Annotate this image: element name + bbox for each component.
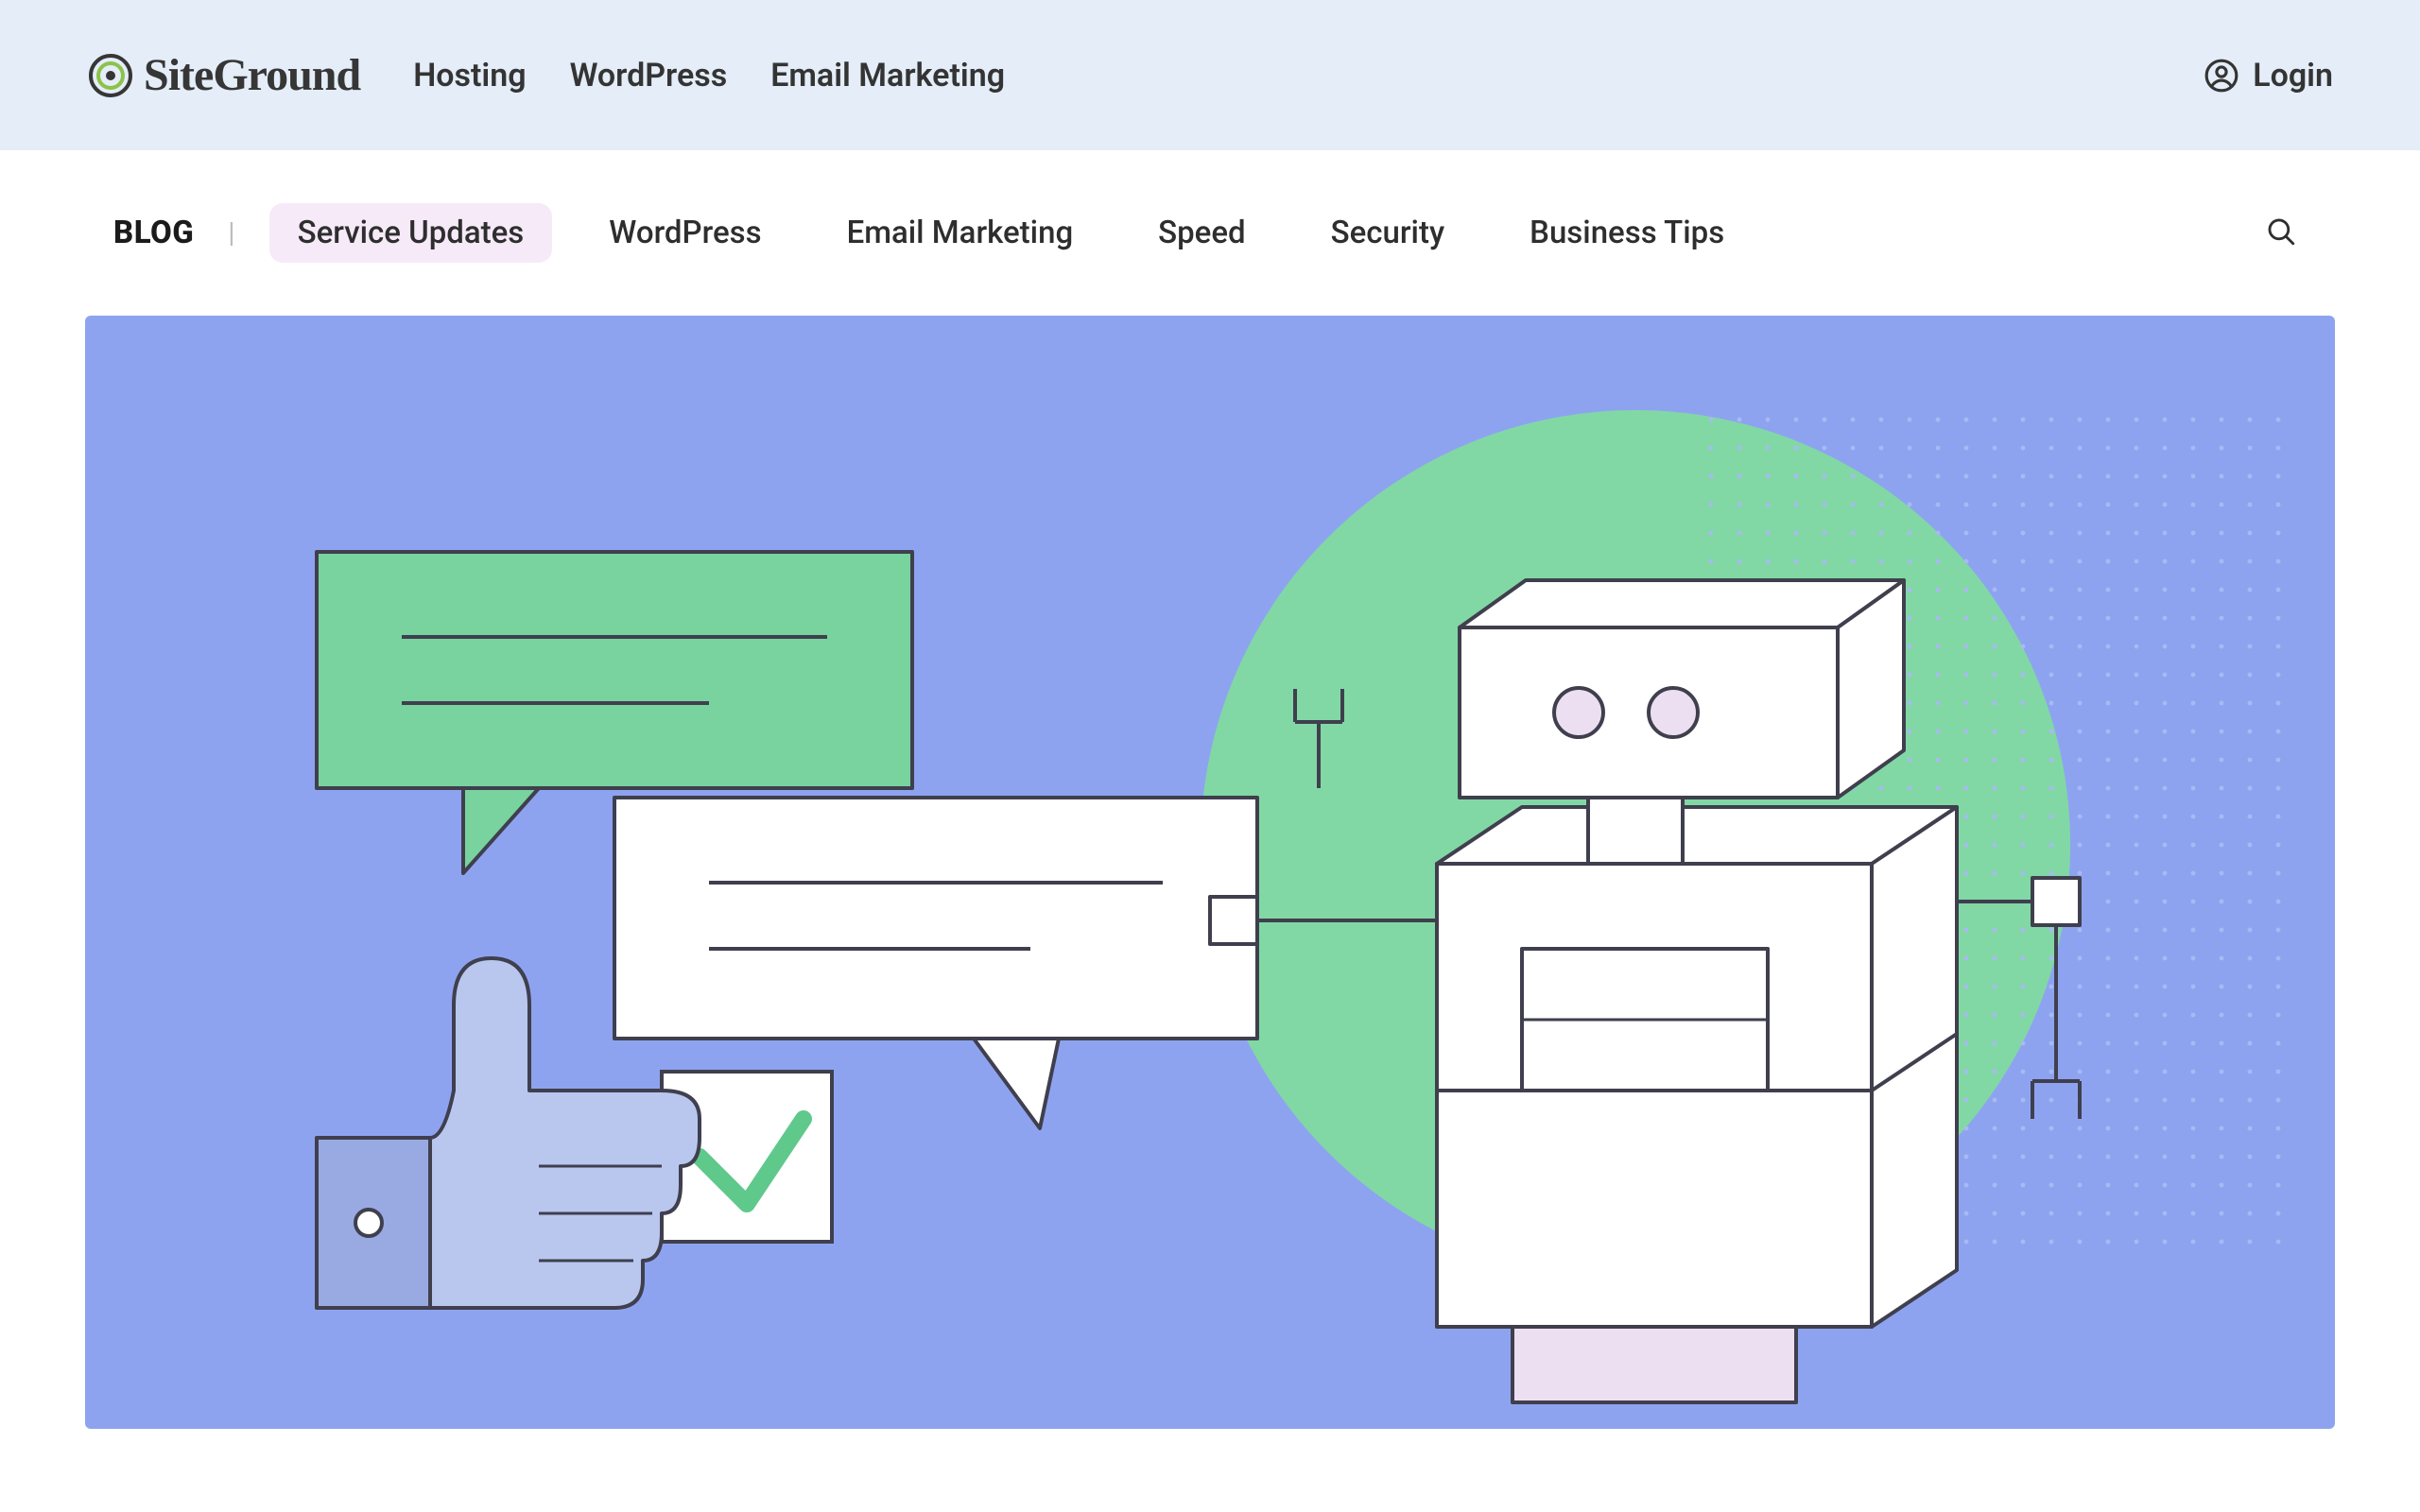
tab-security[interactable]: Security [1303, 203, 1473, 263]
hero-illustration [85, 316, 2335, 1429]
user-icon [2204, 58, 2239, 94]
tab-service-updates[interactable]: Service Updates [269, 203, 553, 263]
tab-email-marketing[interactable]: Email Marketing [819, 203, 1102, 263]
logo-icon [87, 52, 134, 99]
main-nav: Hosting WordPress Email Marketing [413, 57, 1005, 94]
blog-label: BLOG [113, 215, 194, 251]
nav-email-marketing[interactable]: Email Marketing [770, 57, 1005, 94]
login-label: Login [2253, 57, 2333, 94]
tab-business-tips[interactable]: Business Tips [1501, 203, 1753, 263]
nav-wordpress[interactable]: WordPress [570, 57, 728, 94]
sub-left-group: BLOG | Service Updates WordPress Email M… [113, 203, 1753, 263]
top-bar: SiteGround Hosting WordPress Email Marke… [0, 0, 2420, 150]
hero-section [0, 316, 2420, 1429]
tab-speed[interactable]: Speed [1130, 203, 1273, 263]
top-left-group: SiteGround Hosting WordPress Email Marke… [87, 49, 1005, 101]
login-button[interactable]: Login [2204, 57, 2333, 94]
logo-text: SiteGround [144, 49, 360, 101]
nav-divider: | [228, 216, 234, 249]
nav-hosting[interactable]: Hosting [413, 57, 526, 94]
logo[interactable]: SiteGround [87, 49, 360, 101]
search-button[interactable] [2256, 206, 2307, 261]
tab-wordpress[interactable]: WordPress [580, 203, 789, 263]
category-tabs: Service Updates WordPress Email Marketin… [269, 203, 1754, 263]
blog-sub-nav: BLOG | Service Updates WordPress Email M… [0, 150, 2420, 316]
search-icon [2265, 215, 2297, 248]
